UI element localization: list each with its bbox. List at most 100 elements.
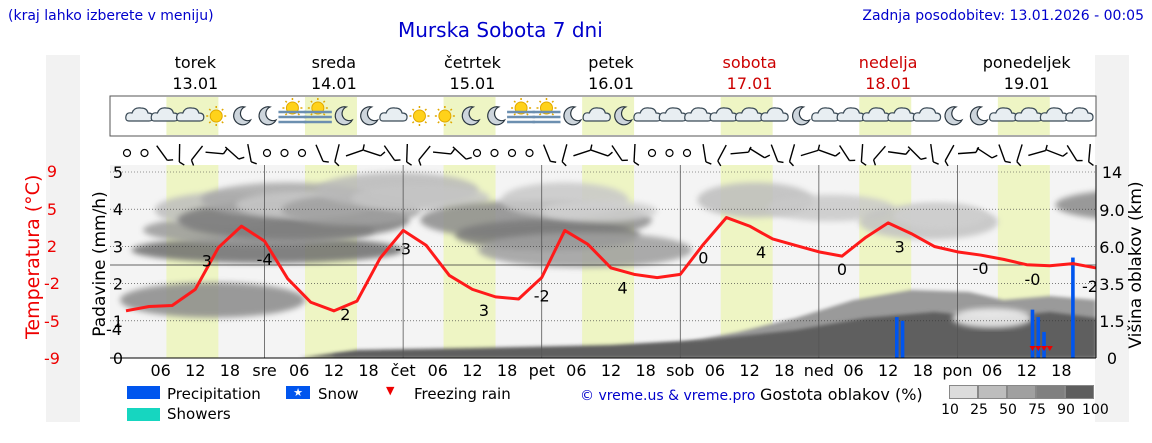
day-name: sobota: [722, 53, 777, 72]
wind-barb-icon: [818, 149, 841, 157]
calm-wind-icon: [122, 148, 132, 158]
region-menu-hint[interactable]: (kraj lahko izberete v meniju): [8, 8, 214, 24]
wind-barb-icon: [363, 149, 386, 157]
wind-barb-icon: [590, 149, 613, 157]
calm-wind-icon: [507, 148, 517, 158]
wind-barb-icon: [872, 145, 886, 166]
wind-barb-icon: [839, 145, 856, 162]
density-step-label: 50: [999, 402, 1017, 418]
wind-barb-icon: [887, 149, 911, 155]
cloud-height-tick: 1.5: [1099, 312, 1124, 331]
freezing-rain-mark: [1029, 346, 1036, 351]
time-tick: 12: [1017, 361, 1037, 380]
temperature-label: 4: [756, 243, 766, 262]
precipitation-bar: [1030, 309, 1035, 358]
day-name: sreda: [311, 53, 357, 72]
time-tick: 12: [324, 361, 344, 380]
cloud-height-tick: 6.0: [1099, 238, 1124, 257]
temperature-axis-title: Temperatura (°C): [22, 174, 44, 339]
cloud-height-tick: 9.0: [1099, 201, 1124, 220]
legend-freezing-rain: Freezing rain: [414, 385, 511, 403]
calm-wind-icon: [682, 148, 692, 158]
wind-barb-icon: [907, 146, 927, 161]
temperature-tick: -5: [44, 312, 60, 331]
cloud-patch: [131, 236, 404, 264]
temperature-labels: -4 3 -4 2 -3 3 -2 4 0 4 0 3 -0 -0 -2: [106, 238, 1098, 339]
temperature-label: -0: [1025, 270, 1041, 289]
density-step-label: 25: [970, 402, 988, 418]
wind-barb-icon: [788, 144, 796, 167]
precipitation-bar: [1036, 317, 1041, 358]
showers-swatch: [127, 408, 160, 421]
day-name: ponedeljek: [982, 53, 1071, 72]
time-tick: 12: [878, 361, 898, 380]
wind-barb-icon: [930, 143, 939, 165]
temperature-label: 3: [202, 252, 212, 271]
cloud-patch: [1055, 191, 1096, 219]
wind-barb-icon: [205, 148, 228, 155]
last-updated: Zadnja posodobitev: 13.01.2026 - 00:05: [862, 8, 1144, 24]
time-tick: 18: [497, 361, 517, 380]
wind-barb-icon: [178, 143, 185, 166]
temperature-label: 0: [698, 248, 708, 267]
cloud-gap: [952, 308, 1033, 328]
time-tick: 06: [150, 361, 170, 380]
precipitation-bar: [895, 317, 899, 358]
temperature-label: 3: [895, 238, 905, 257]
density-step-label: 10: [941, 402, 959, 418]
precipitation-axis-title: Padavine (mm/h): [90, 191, 110, 337]
density-swatch: [978, 385, 1007, 399]
time-tick: sob: [666, 361, 694, 380]
cloud-height-axis: 0 1.5 3.5 6.0 9.0 14: [1099, 163, 1124, 368]
wind-barb-icon: [156, 145, 174, 161]
precipitation-swatch: [127, 386, 160, 399]
copyright-link[interactable]: © vreme.us & vreme.pro: [580, 388, 756, 404]
time-tick: 06: [428, 361, 448, 380]
calm-wind-icon: [297, 148, 307, 158]
time-tick: 06: [705, 361, 725, 380]
day-date: 15.01: [449, 74, 496, 93]
time-tick: pon: [942, 361, 972, 380]
calm-wind-icon: [280, 148, 289, 158]
density-swatch: [1007, 385, 1036, 399]
calm-wind-icon: [525, 148, 534, 158]
day-date: 14.01: [310, 74, 357, 93]
temperature-axis: 9 5 2 -2 -5 -9: [44, 162, 60, 368]
wind-barb-icon: [748, 147, 771, 159]
cloud-patch: [477, 232, 693, 268]
cloud-height-tick: 0: [1107, 349, 1117, 368]
temperature-label: -4: [106, 320, 122, 339]
calm-wind-icon: [665, 148, 674, 158]
cloud-patch: [766, 194, 895, 222]
wind-barb-icon: [561, 144, 568, 167]
wind-barb-icon: [611, 145, 628, 162]
day-date: 17.01: [726, 74, 773, 93]
legend-precipitation: Precipitation: [167, 385, 261, 403]
time-tick: 06: [566, 361, 586, 380]
temperature-line: [125, 216, 1097, 313]
legend-showers: Showers: [167, 405, 231, 423]
wind-barb-icon: [315, 144, 329, 163]
time-tick: ned: [804, 361, 834, 380]
cloud-height-axis-title: Višina oblakov (km): [1126, 181, 1146, 349]
precipitation-tick: 4: [113, 200, 123, 219]
wind-barb-icon: [1016, 144, 1023, 167]
wind-barb-icon: [542, 144, 557, 163]
calm-wind-icon: [647, 148, 657, 158]
legend-snow: Snow: [318, 385, 359, 403]
precipitation-tick: 1: [113, 312, 123, 331]
calm-wind-icon: [262, 148, 272, 158]
time-tick: sre: [252, 361, 276, 380]
temperature-label: -0: [973, 259, 989, 278]
day-date: 19.01: [1003, 74, 1050, 93]
cloud-patch: [350, 184, 490, 212]
wind-barb-icon: [944, 144, 955, 167]
cloud-height-tick: 14: [1102, 163, 1122, 182]
temperature-label: 3: [479, 301, 489, 320]
density-swatch: [949, 385, 978, 399]
precipitation-bar: [900, 320, 905, 358]
time-tick: 18: [1051, 361, 1071, 380]
wind-barb-icon: [957, 146, 980, 155]
time-tick: 06: [289, 361, 309, 380]
wind-barb-icon: [770, 144, 784, 164]
